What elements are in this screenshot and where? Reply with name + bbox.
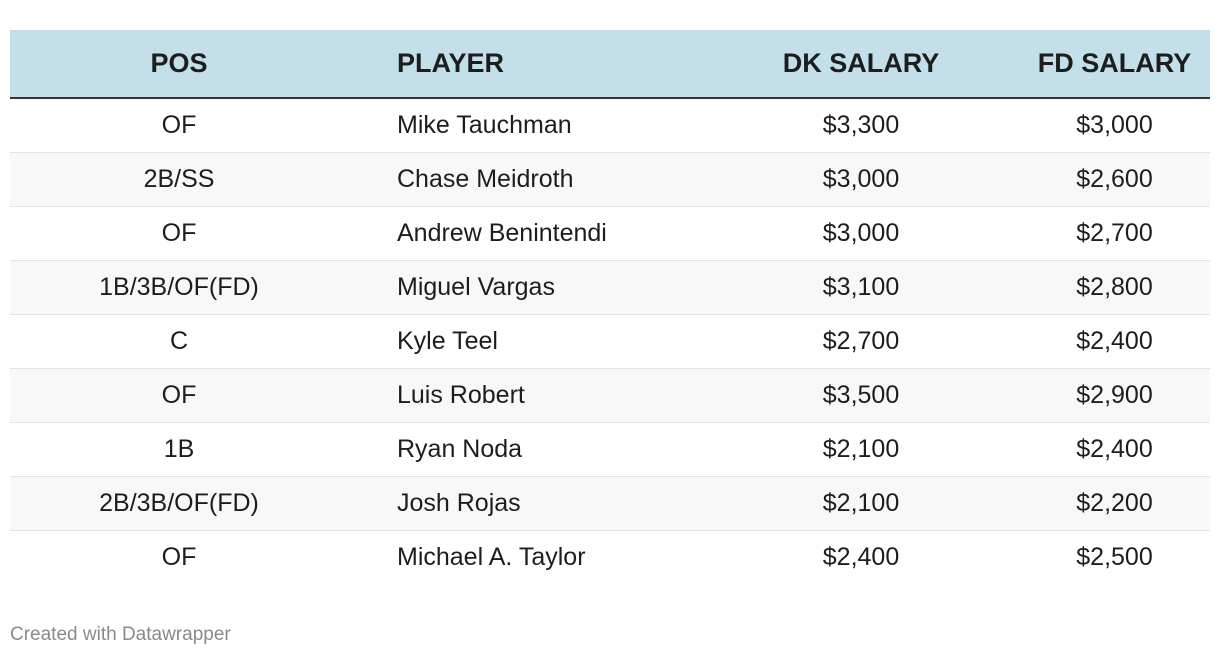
fd-salary-cell: $2,800 — [963, 260, 1210, 315]
pos-cell: 1B — [10, 422, 348, 477]
salary-table: POS PLAYER DK SALARY FD SALARY OF Mike Ta… — [10, 30, 1210, 584]
dk-salary-cell: $3,300 — [759, 98, 963, 153]
player-cell: Chase Meidroth — [348, 152, 759, 207]
pos-cell: OF — [10, 368, 348, 423]
fd-salary-cell: $2,900 — [963, 368, 1210, 423]
player-cell: Ryan Noda — [348, 422, 759, 477]
footer-credit: Created with Datawrapper — [10, 624, 231, 645]
header-row: POS PLAYER DK SALARY FD SALARY — [10, 30, 1210, 99]
table-row: 2B/3B/OF(FD) Josh Rojas $2,100 $2,200 — [10, 476, 1210, 531]
player-cell: Luis Robert — [348, 368, 759, 423]
column-header-fd-salary[interactable]: FD SALARY — [963, 30, 1210, 99]
table-row: OF Mike Tauchman $3,300 $3,000 — [10, 98, 1210, 153]
dk-salary-cell: $2,100 — [759, 422, 963, 477]
player-cell: Josh Rojas — [348, 476, 759, 531]
player-cell: Kyle Teel — [348, 314, 759, 369]
dk-salary-cell: $2,100 — [759, 476, 963, 531]
dk-salary-cell: $3,500 — [759, 368, 963, 423]
pos-cell: OF — [161, 543, 197, 571]
fd-salary-cell: $2,600 — [963, 152, 1210, 207]
table-row: OF Michael A. Taylor $2,400 $2,500 — [10, 531, 1210, 585]
pos-cell: 2B/SS — [10, 152, 348, 207]
dk-salary-cell: $2,400 — [822, 543, 900, 571]
player-cell: Andrew Benintendi — [348, 206, 759, 261]
dk-salary-cell: $3,100 — [759, 260, 963, 315]
fd-salary-cell: $2,400 — [963, 422, 1210, 477]
table-row: OF Andrew Benintendi $3,000 $2,700 — [10, 206, 1210, 261]
pos-cell: 2B/3B/OF(FD) — [10, 476, 348, 531]
fd-salary-cell: $2,500 — [1076, 543, 1153, 571]
dk-salary-cell: $2,700 — [759, 314, 963, 369]
pos-cell: C — [10, 314, 348, 369]
dk-salary-cell: $3,000 — [759, 152, 963, 207]
player-cell: Mike Tauchman — [348, 98, 759, 153]
pos-cell: OF — [10, 98, 348, 153]
player-cell: Michael A. Taylor — [397, 543, 586, 571]
column-header-dk-salary[interactable]: DK SALARY — [759, 30, 963, 99]
table-row: 1B/3B/OF(FD) Miguel Vargas $3,100 $2,800 — [10, 260, 1210, 315]
fd-salary-cell: $2,400 — [963, 314, 1210, 369]
fd-salary-cell: $3,000 — [963, 98, 1210, 153]
column-header-pos[interactable]: POS — [10, 30, 348, 99]
player-cell: Miguel Vargas — [348, 260, 759, 315]
column-header-player[interactable]: PLAYER — [348, 30, 759, 99]
fd-salary-cell: $2,700 — [963, 206, 1210, 261]
table-row: 2B/SS Chase Meidroth $3,000 $2,600 — [10, 152, 1210, 207]
fd-salary-cell: $2,200 — [963, 476, 1210, 531]
pos-cell: OF — [10, 206, 348, 261]
table-row: OF Luis Robert $3,500 $2,900 — [10, 368, 1210, 423]
table-row: C Kyle Teel $2,700 $2,400 — [10, 314, 1210, 369]
table-row: 1B Ryan Noda $2,100 $2,400 — [10, 422, 1210, 477]
dk-salary-cell: $3,000 — [759, 206, 963, 261]
pos-cell: 1B/3B/OF(FD) — [10, 260, 348, 315]
